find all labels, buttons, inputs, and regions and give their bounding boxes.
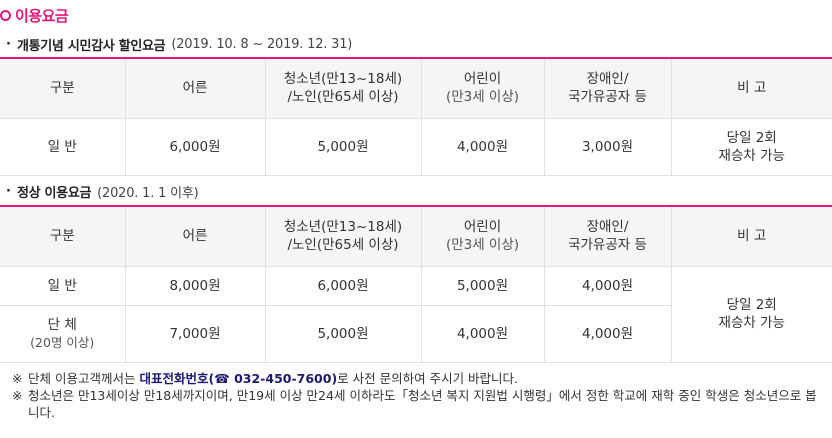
col-youth-line2: /노인(만65세 이상) xyxy=(287,89,399,106)
cell-adult: 7,000원 xyxy=(124,304,266,363)
section-title-discount: · 개통기념 시민감사 할인요금 (2019. 10. 8 ~ 2019. 12… xyxy=(6,34,352,54)
remarks-line2: 재승차 가능 xyxy=(718,315,785,331)
col-child-line1: 어린이 xyxy=(463,71,502,88)
phone-number: 대표전화번호(☎ 032-450-7600) xyxy=(139,371,338,386)
col-adult: 어른 xyxy=(124,57,266,119)
note-text: 청소년은 만13세이상 만18세까지이며, 만19세 이상 만24세 이하라도「… xyxy=(28,388,817,420)
remarks-line1: 당일 2회 xyxy=(726,297,777,313)
cell-disabled: 3,000원 xyxy=(543,117,672,176)
cell-category: 단 체 (20명 이상) xyxy=(0,304,126,363)
note1-pre: 단체 이용고객께서는 xyxy=(28,371,140,386)
col-disabled-line2: 국가유공자 등 xyxy=(568,237,647,254)
bullet-dot: · xyxy=(6,183,11,199)
table-row: 단 체 (20명 이상) 7,000원 5,000원 4,000원 4,000원 xyxy=(0,304,832,363)
cell-child: 4,000원 xyxy=(420,304,545,363)
col-youth-line1: 청소년(만13~18세) xyxy=(283,71,403,88)
cell-disabled: 4,000원 xyxy=(543,265,672,306)
note-text: 단체 이용고객께서는 대표전화번호(☎ 032-450-7600)로 사전 문의… xyxy=(28,370,518,387)
note-mark: ※ xyxy=(12,388,23,403)
col-child: 어린이 (만3세 이상) xyxy=(420,57,545,119)
col-category: 구분 xyxy=(0,57,126,119)
category-line2: (20명 이상) xyxy=(30,334,95,350)
col-disabled-line2: 국가유공자 등 xyxy=(568,89,647,106)
col-remarks: 비 고 xyxy=(670,205,832,267)
col-child: 어린이 (만3세 이상) xyxy=(420,205,545,267)
section-name: 정상 이용요금 xyxy=(16,185,92,201)
regular-fee-table: 구분 어른 청소년(만13~18세) /노인(만65세 이상) 어린이 (만3세… xyxy=(0,205,832,363)
section-period: (2019. 10. 8 ~ 2019. 12. 31) xyxy=(171,36,353,52)
note-mark: ※ xyxy=(12,371,23,386)
col-disabled-line1: 장애인/ xyxy=(586,71,629,88)
col-youth: 청소년(만13~18세) /노인(만65세 이상) xyxy=(264,205,422,267)
category-line1: 단 체 xyxy=(47,316,77,333)
note-group-booking: ※ 단체 이용고객께서는 대표전화번호(☎ 032-450-7600)로 사전 … xyxy=(12,370,824,387)
section-period: (2020. 1. 1 이후) xyxy=(97,185,199,201)
page-title: 이용요금 xyxy=(15,6,69,25)
cell-youth: 5,000원 xyxy=(264,117,422,176)
col-youth-line2: /노인(만65세 이상) xyxy=(287,237,399,254)
cell-remarks: 당일 2회 재승차 가능 xyxy=(670,117,832,176)
col-category: 구분 xyxy=(0,205,126,267)
bullet-dot: · xyxy=(6,36,11,52)
remarks-line1: 당일 2회 xyxy=(726,129,777,146)
cell-youth: 6,000원 xyxy=(264,265,422,306)
col-child-line2: (만3세 이상) xyxy=(445,237,520,254)
col-child-line2: (만3세 이상) xyxy=(445,89,520,106)
cell-disabled: 4,000원 xyxy=(543,304,671,363)
col-disabled-line1: 장애인/ xyxy=(586,219,629,236)
col-remarks: 비 고 xyxy=(670,57,832,119)
notes: ※ 단체 이용고객께서는 대표전화번호(☎ 032-450-7600)로 사전 … xyxy=(12,370,824,421)
page-heading: 이용요금 xyxy=(0,4,69,26)
table-header-row: 구분 어른 청소년(만13~18세) /노인(만65세 이상) 어린이 (만3세… xyxy=(0,57,832,119)
col-child-line1: 어린이 xyxy=(463,219,502,236)
discount-fee-table: 구분 어른 청소년(만13~18세) /노인(만65세 이상) 어린이 (만3세… xyxy=(0,57,832,176)
cell-adult: 6,000원 xyxy=(124,117,266,176)
note1-post: 로 사전 문의하여 주시기 바랍니다. xyxy=(337,371,519,386)
cell-child: 5,000원 xyxy=(420,265,545,306)
cell-child: 4,000원 xyxy=(420,117,545,176)
col-disabled: 장애인/ 국가유공자 등 xyxy=(543,205,672,267)
cell-remarks: 당일 2회 재승차 가능 xyxy=(670,265,832,363)
table-row: 일 반 6,000원 5,000원 4,000원 3,000원 당일 2회 재승… xyxy=(0,117,832,176)
cell-category: 일 반 xyxy=(0,265,126,306)
col-disabled: 장애인/ 국가유공자 등 xyxy=(543,57,672,119)
col-adult: 어른 xyxy=(124,205,266,267)
section-title-regular: · 정상 이용요금 (2020. 1. 1 이후) xyxy=(6,181,199,201)
col-youth: 청소년(만13~18세) /노인(만65세 이상) xyxy=(264,57,422,119)
table-row: 일 반 8,000원 6,000원 5,000원 4,000원 당일 2회 재승… xyxy=(0,265,832,363)
cell-adult: 8,000원 xyxy=(124,265,266,306)
col-youth-line1: 청소년(만13~18세) xyxy=(283,219,403,236)
remarks-line2: 재승차 가능 xyxy=(718,147,785,164)
cell-youth: 5,000원 xyxy=(264,304,422,363)
ring-bullet-icon xyxy=(0,9,11,21)
section-name: 개통기념 시민감사 할인요금 xyxy=(16,38,166,54)
note-youth-definition: ※ 청소년은 만13세이상 만18세까지이며, 만19세 이상 만24세 이하라… xyxy=(12,387,824,421)
table-header-row: 구분 어른 청소년(만13~18세) /노인(만65세 이상) 어린이 (만3세… xyxy=(0,205,832,267)
cell-category: 일 반 xyxy=(0,117,126,176)
